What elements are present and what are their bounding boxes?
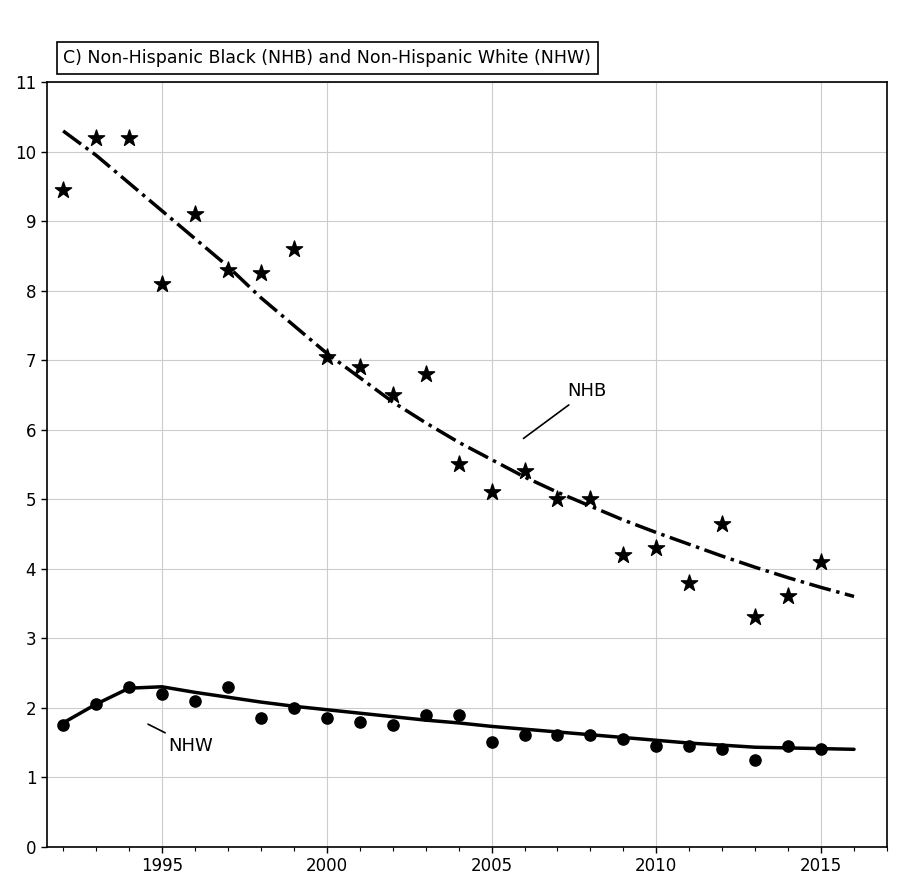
- Point: [748, 611, 762, 625]
- Point: [517, 728, 531, 742]
- Point: [748, 753, 762, 767]
- Point: [319, 350, 334, 364]
- Point: [221, 680, 235, 694]
- Point: [814, 554, 828, 569]
- Point: [584, 728, 598, 742]
- Text: NHB: NHB: [523, 383, 606, 439]
- Point: [484, 485, 499, 499]
- Point: [649, 739, 664, 753]
- Point: [419, 708, 433, 722]
- Point: [715, 516, 730, 530]
- Point: [122, 680, 136, 694]
- Point: [385, 388, 400, 402]
- Point: [155, 277, 170, 291]
- Point: [188, 207, 202, 222]
- Point: [484, 735, 499, 749]
- Point: [287, 700, 301, 715]
- Point: [649, 541, 664, 555]
- Point: [682, 576, 696, 590]
- Point: [319, 711, 334, 725]
- Point: [451, 708, 465, 722]
- Point: [253, 711, 268, 725]
- Point: [287, 242, 301, 256]
- Point: [550, 492, 565, 506]
- Point: [385, 718, 400, 732]
- Point: [221, 263, 235, 277]
- Point: [781, 589, 796, 603]
- Point: [616, 547, 630, 562]
- Point: [584, 492, 598, 506]
- Text: C) Non-Hispanic Black (NHB) and Non-Hispanic White (NHW): C) Non-Hispanic Black (NHB) and Non-Hisp…: [63, 49, 592, 67]
- Point: [188, 693, 202, 708]
- Point: [550, 728, 565, 742]
- Text: NHW: NHW: [148, 724, 214, 755]
- Point: [89, 131, 104, 145]
- Point: [781, 739, 796, 753]
- Point: [122, 131, 136, 145]
- Point: [715, 742, 730, 756]
- Point: [56, 182, 70, 197]
- Point: [353, 360, 367, 375]
- Point: [517, 465, 531, 479]
- Point: [253, 266, 268, 280]
- Point: [56, 718, 70, 732]
- Point: [616, 732, 630, 746]
- Point: [353, 715, 367, 729]
- Point: [89, 697, 104, 711]
- Point: [419, 367, 433, 381]
- Point: [155, 686, 170, 700]
- Point: [814, 742, 828, 756]
- Point: [682, 739, 696, 753]
- Point: [451, 457, 465, 472]
